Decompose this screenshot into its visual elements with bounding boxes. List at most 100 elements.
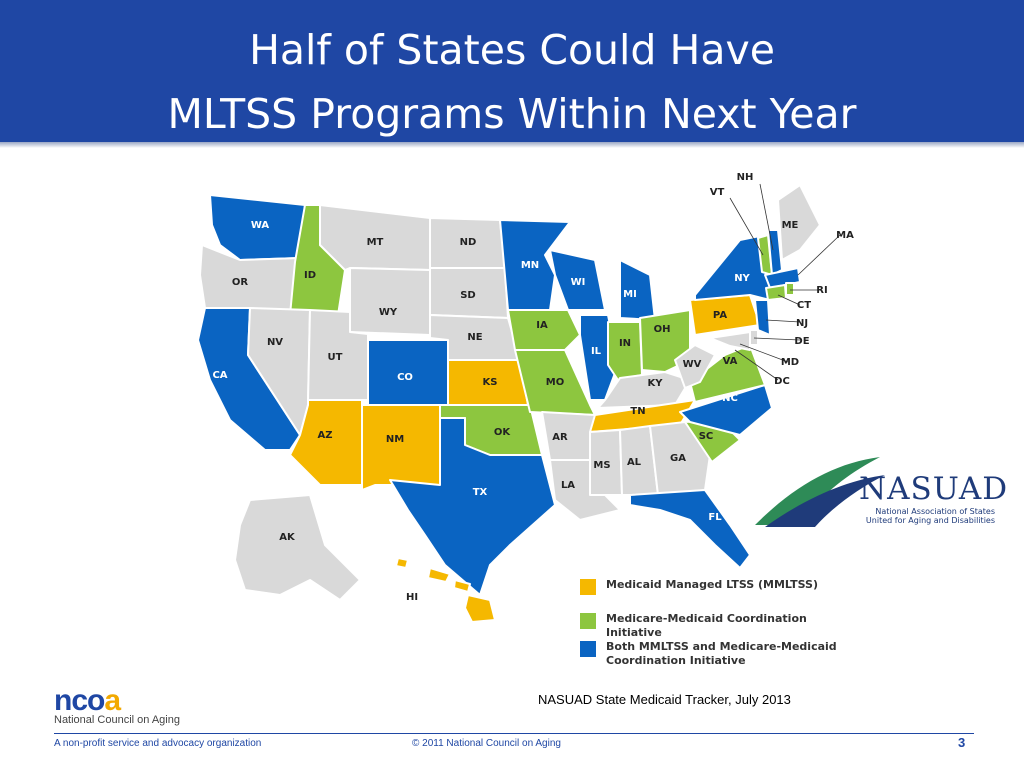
legend-swatch-coord xyxy=(580,613,596,629)
state-label-mn: MN xyxy=(521,260,539,271)
state-label-ne: NE xyxy=(467,332,482,343)
state-WY xyxy=(349,267,431,336)
state-MD xyxy=(709,331,751,351)
ncoa-logo-accent: a xyxy=(104,684,121,717)
footer-tagline: A non-profit service and advocacy organi… xyxy=(54,738,262,749)
title-bar: Half of States Could Have MLTSS Programs… xyxy=(0,0,1024,148)
state-label-de: DE xyxy=(794,336,809,347)
callout-lines xyxy=(729,183,841,381)
state-label-ca: CA xyxy=(212,370,227,381)
state-MS xyxy=(589,429,623,496)
legend-swatch-both xyxy=(580,641,596,657)
state-label-tn: TN xyxy=(630,406,645,417)
state-WI xyxy=(549,249,606,311)
legend-item-both: Both MMLTSS and Medicare-Medicaid Coordi… xyxy=(580,640,846,668)
state-label-dc: DC xyxy=(774,376,790,387)
nasuad-tagline-1: National Association of States xyxy=(875,507,995,516)
state-RI xyxy=(785,282,795,296)
state-DE xyxy=(749,329,759,346)
title-shadow xyxy=(0,142,1024,148)
state-label-in: IN xyxy=(619,338,631,349)
state-CT xyxy=(765,284,787,301)
state-label-md: MD xyxy=(781,357,799,368)
state-label-nj: NJ xyxy=(796,318,808,329)
nasuad-tagline-2: United for Aging and Disabilities xyxy=(865,516,995,525)
state-label-wa: WA xyxy=(251,220,270,231)
state-label-wv: WV xyxy=(683,359,702,370)
footer-divider xyxy=(54,733,974,734)
state-HI-4 xyxy=(464,594,496,623)
legend-label-coord: Medicare-Medicaid Coordination Initiativ… xyxy=(606,612,807,639)
legend-item-coord: Medicare-Medicaid Coordination Initiativ… xyxy=(580,612,846,640)
footer-copyright: © 2011 National Council on Aging xyxy=(412,738,561,749)
slide-title-line-2: MLTSS Programs Within Next Year xyxy=(167,90,857,138)
state-NM xyxy=(361,404,441,491)
state-ME xyxy=(777,184,821,261)
state-label-va: VA xyxy=(723,356,738,367)
state-label-mo: MO xyxy=(546,377,564,388)
state-GA xyxy=(649,421,711,496)
state-label-fl: FL xyxy=(708,512,722,523)
legend-label-both: Both MMLTSS and Medicare-Medicaid Coordi… xyxy=(606,640,837,667)
state-label-hi: HI xyxy=(406,592,418,603)
state-label-ms: MS xyxy=(593,460,610,471)
state-label-tx: TX xyxy=(473,487,488,498)
state-label-me: ME xyxy=(782,220,799,231)
state-label-nc: NC xyxy=(722,393,738,404)
legend-swatch-mltss xyxy=(580,579,596,595)
state-AK xyxy=(234,494,361,601)
state-label-wi: WI xyxy=(571,277,586,288)
state-label-wy: WY xyxy=(379,307,398,318)
state-label-al: AL xyxy=(627,457,642,468)
nasuad-logo: NASUAD National Association of States Un… xyxy=(755,455,1007,527)
state-label-nv: NV xyxy=(267,337,283,348)
state-TX xyxy=(389,417,556,596)
state-label-ma: MA xyxy=(836,230,854,241)
page-number: 3 xyxy=(958,735,966,750)
state-label-ut: UT xyxy=(328,352,343,363)
state-label-sc: SC xyxy=(699,431,714,442)
state-label-co: CO xyxy=(397,372,413,383)
state-label-sd: SD xyxy=(460,290,476,301)
state-VA xyxy=(689,344,766,403)
state-label-id: ID xyxy=(304,270,316,281)
state-label-ga: GA xyxy=(670,453,686,464)
nasuad-name: NASUAD xyxy=(859,471,1009,507)
state-label-nm: NM xyxy=(386,434,404,445)
nasuad-swoosh-icon xyxy=(755,457,885,527)
state-label-nh: NH xyxy=(737,172,754,183)
slide-title-line-1: Half of States Could Have xyxy=(249,26,775,74)
state-label-ny: NY xyxy=(734,273,750,284)
state-label-az: AZ xyxy=(318,430,333,441)
ncoa-org-name: National Council on Aging xyxy=(54,714,180,726)
source-citation: NASUAD State Medicaid Tracker, July 2013 xyxy=(538,692,791,707)
state-label-nd: ND xyxy=(460,237,477,248)
state-label-ia: IA xyxy=(536,320,548,331)
state-label-mt: MT xyxy=(367,237,384,248)
state-label-ok: OK xyxy=(494,427,512,438)
state-IN xyxy=(607,321,643,381)
state-label-il: IL xyxy=(591,346,602,357)
state-label-ks: KS xyxy=(483,377,498,388)
state-label-ct: CT xyxy=(797,300,811,311)
ncoa-logo-text: nco xyxy=(54,684,105,717)
legend-label-mltss: Medicaid Managed LTSS (MMLTSS) xyxy=(606,578,818,591)
ncoa-logo: ncoa xyxy=(54,684,121,718)
state-FL xyxy=(629,489,751,569)
state-label-mi: MI xyxy=(623,289,637,300)
state-label-oh: OH xyxy=(654,324,671,335)
state-label-ar: AR xyxy=(552,432,568,443)
state-NC xyxy=(679,384,773,436)
legend-item-mltss: Medicaid Managed LTSS (MMLTSS) xyxy=(580,578,846,595)
state-AR xyxy=(541,411,596,461)
state-HI-1 xyxy=(395,557,409,569)
state-NJ xyxy=(754,299,771,336)
state-HI-3 xyxy=(453,579,471,593)
state-label-la: LA xyxy=(561,480,575,491)
state-HI-2 xyxy=(427,567,451,583)
us-states-map: WA OR CA ID NV MT WY UT AZ CO NM ND SD NE KS OK TX MN IA MO… xyxy=(197,172,854,623)
state-label-ak: AK xyxy=(279,532,296,543)
state-label-pa: PA xyxy=(713,310,727,321)
state-WV xyxy=(674,344,716,389)
state-IA xyxy=(507,309,581,351)
